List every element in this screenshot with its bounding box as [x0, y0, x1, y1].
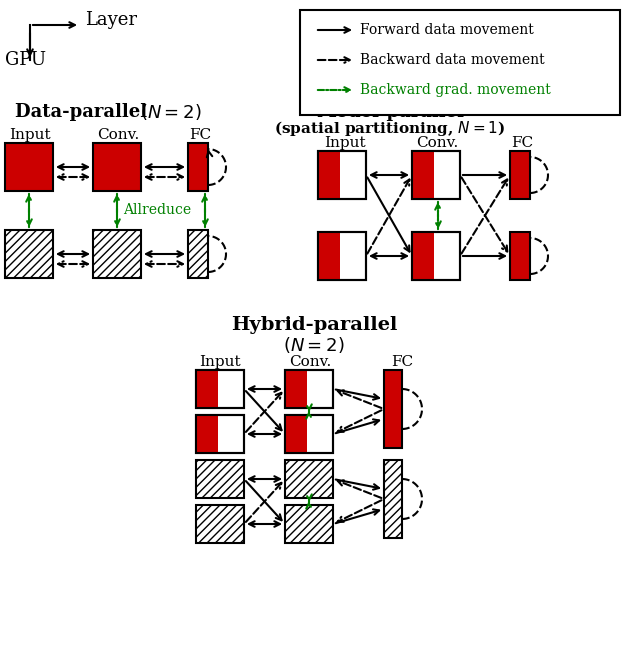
Text: $(N = 2)$: $(N = 2)$ — [283, 335, 345, 355]
Text: Forward data movement: Forward data movement — [360, 23, 534, 37]
Text: Hybrid-parallel: Hybrid-parallel — [231, 316, 397, 334]
Bar — [300, 10, 620, 115]
Bar — [510, 151, 530, 199]
Bar — [285, 415, 333, 453]
Bar — [196, 370, 217, 408]
Bar — [93, 143, 141, 191]
Bar — [5, 230, 53, 278]
Bar — [318, 151, 366, 199]
Bar — [196, 415, 244, 453]
Bar — [318, 151, 340, 199]
Text: Data-parallel: Data-parallel — [15, 103, 153, 121]
Bar — [93, 230, 141, 278]
Bar — [285, 370, 306, 408]
Bar — [318, 232, 340, 280]
Bar — [412, 151, 433, 199]
Bar — [510, 232, 530, 280]
Text: Backward grad. movement: Backward grad. movement — [360, 83, 551, 97]
Bar — [285, 370, 333, 408]
Text: FC: FC — [391, 355, 413, 369]
Bar — [285, 415, 306, 453]
Text: Backward data movement: Backward data movement — [360, 53, 544, 67]
Bar — [285, 415, 333, 453]
Bar — [196, 370, 244, 408]
Bar — [412, 232, 460, 280]
Bar — [285, 460, 333, 498]
Bar — [188, 143, 208, 191]
Bar — [285, 370, 333, 408]
Bar — [384, 370, 402, 448]
Bar — [5, 143, 53, 191]
Bar — [318, 232, 366, 280]
Bar — [188, 230, 208, 278]
Text: Input: Input — [9, 128, 51, 142]
Text: $(N = 2)$: $(N = 2)$ — [140, 102, 202, 122]
Bar — [412, 151, 460, 199]
Text: Model-parallel: Model-parallel — [316, 103, 464, 121]
Bar — [412, 232, 433, 280]
Text: Conv.: Conv. — [416, 136, 458, 150]
Text: Allreduce: Allreduce — [123, 203, 191, 217]
Bar — [318, 232, 366, 280]
Text: (spatial partitioning, $N = 1$): (spatial partitioning, $N = 1$) — [274, 118, 506, 138]
Text: Conv.: Conv. — [97, 128, 139, 142]
Bar — [384, 460, 402, 538]
Bar — [412, 151, 460, 199]
Bar — [196, 505, 244, 543]
Text: Input: Input — [199, 355, 241, 369]
Bar — [196, 415, 244, 453]
Bar — [318, 151, 366, 199]
Text: GPU: GPU — [5, 51, 46, 69]
Text: Conv.: Conv. — [289, 355, 331, 369]
Bar — [412, 232, 460, 280]
Text: FC: FC — [189, 128, 211, 142]
Bar — [196, 460, 244, 498]
Text: Layer: Layer — [85, 11, 137, 29]
Bar — [196, 415, 217, 453]
Bar — [285, 505, 333, 543]
Text: Input: Input — [324, 136, 366, 150]
Bar — [196, 370, 244, 408]
Text: FC: FC — [511, 136, 533, 150]
